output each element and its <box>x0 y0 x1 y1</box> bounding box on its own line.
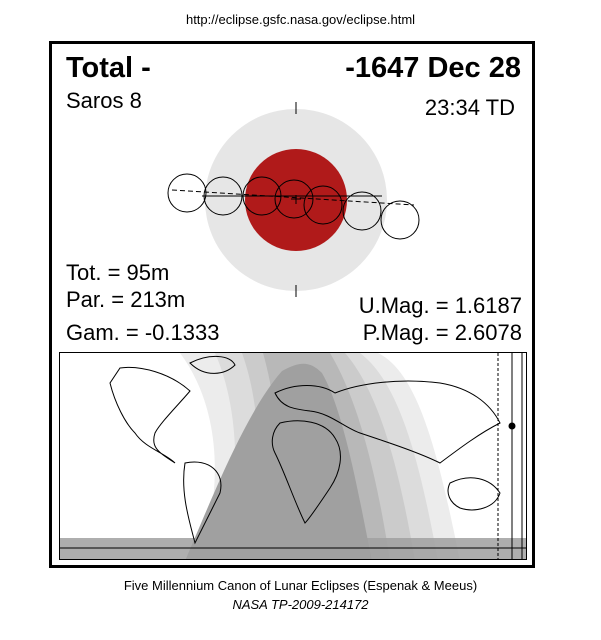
moon-position-greatest <box>274 179 314 219</box>
map-greenland <box>189 356 236 374</box>
credit-line: Five Millennium Canon of Lunar Eclipses … <box>123 578 478 593</box>
moon-path-line <box>171 189 415 206</box>
eclipse-type: Total - <box>66 52 151 84</box>
gamma-value: Gam. = -0.1333 <box>66 320 220 345</box>
moon-position-p4 <box>380 200 420 240</box>
visibility-world-map <box>59 352 527 560</box>
eclipse-date: -1647 Dec 28 <box>345 52 521 84</box>
source-url[interactable]: http://eclipse.gsfc.nasa.gov/eclipse.htm… <box>185 12 416 27</box>
publication-line: NASA TP-2009-214172 <box>232 597 369 612</box>
map-north-america <box>109 366 191 464</box>
map-eurasia <box>274 380 501 464</box>
moon-position-u4 <box>342 191 382 231</box>
map-subsolar-point <box>508 422 516 430</box>
eclipse-time: 23:34 TD <box>424 95 515 120</box>
umbral-magnitude: U.Mag. = 1.6187 <box>358 293 522 318</box>
map-no-visibility-west <box>60 353 215 559</box>
partial-duration: Par. = 213m <box>66 287 186 312</box>
map-south-america <box>183 461 222 545</box>
map-australia <box>447 477 501 511</box>
penumbral-magnitude: P.Mag. = 2.6078 <box>362 320 522 345</box>
map-africa <box>271 420 341 524</box>
moon-position-u3 <box>303 185 343 225</box>
eclipse-panel-frame <box>49 41 535 568</box>
moon-position-p1 <box>167 173 207 213</box>
moon-position-u1 <box>203 176 243 216</box>
totality-duration: Tot. = 95m <box>66 260 170 285</box>
saros-number: Saros 8 <box>66 88 142 113</box>
map-antarctica-band <box>60 538 526 559</box>
moon-position-u2 <box>242 176 282 216</box>
